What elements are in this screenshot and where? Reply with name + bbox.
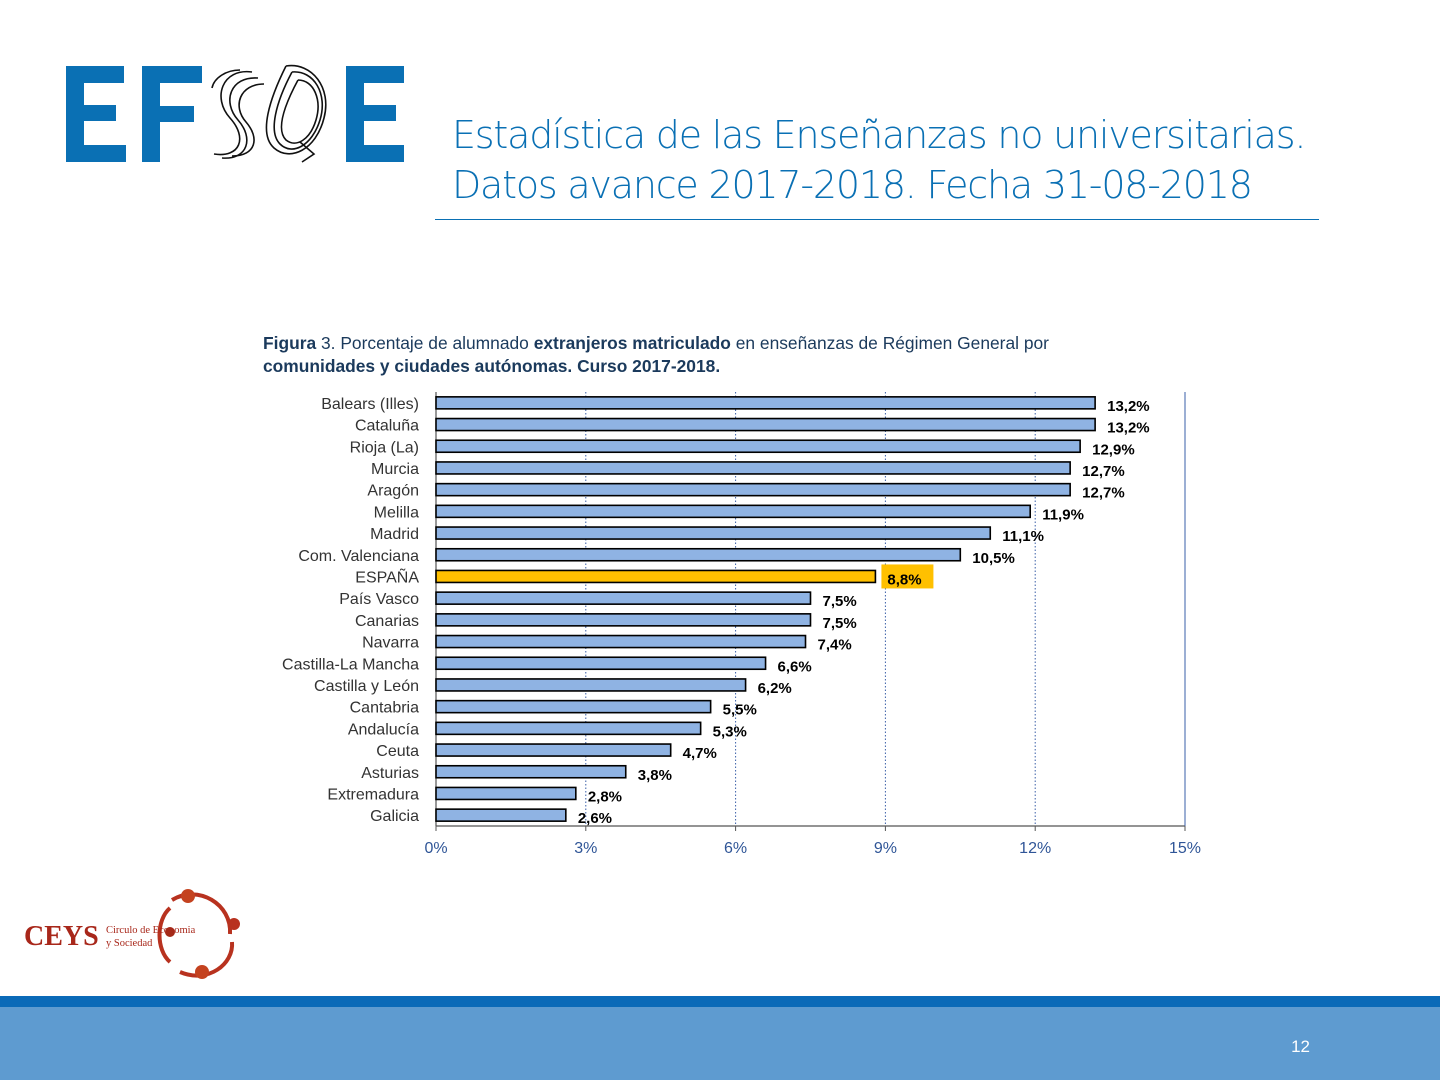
x-tick-label: 9% — [874, 840, 897, 857]
x-tick-label: 3% — [574, 840, 597, 857]
value-label: 11,1% — [1002, 528, 1044, 545]
bar — [435, 808, 567, 822]
highlight-value-box — [881, 564, 934, 589]
category-label: Rioja (La) — [350, 439, 419, 456]
category-label: Castilla-La Mancha — [282, 656, 419, 673]
value-label: 8,8% — [887, 571, 921, 588]
ceys-logo: CEYS Circulo de Economia y Sociedad — [24, 889, 240, 979]
value-label: 7,5% — [823, 615, 857, 632]
category-label: Castilla y León — [314, 678, 419, 695]
bar — [435, 547, 962, 562]
x-tick-label: 0% — [424, 840, 447, 857]
x-tick-label: 15% — [1169, 840, 1201, 857]
slide-title: Estadística de las Enseñanzas no univers… — [452, 110, 1392, 210]
value-label: 11,9% — [1042, 506, 1084, 523]
footer-band: 12 — [0, 996, 1440, 1080]
bar — [435, 634, 807, 649]
chart-caption-line-2: comunidades y ciudades autónomas. Curso … — [263, 356, 721, 376]
caption-part-b: extranjeros matriculado — [533, 333, 731, 353]
value-label: 6,2% — [758, 680, 792, 697]
value-label: 13,2% — [1107, 420, 1150, 437]
value-label: 7,5% — [823, 593, 857, 610]
category-label: Com. Valenciana — [298, 548, 419, 565]
value-label: 4,7% — [683, 745, 717, 762]
ceys-logo-line-1: Circulo de Economia — [106, 925, 196, 936]
value-label: 5,3% — [713, 723, 747, 740]
category-label: Aragón — [367, 483, 419, 500]
category-label: Ceuta — [376, 743, 419, 760]
bar — [435, 482, 1071, 497]
bar — [435, 764, 627, 779]
x-tick-label: 6% — [724, 840, 747, 857]
category-label: Andalucía — [348, 721, 419, 738]
bar — [435, 613, 812, 627]
bar — [435, 678, 747, 692]
bar — [435, 743, 672, 757]
slide-title-line-2: Datos avance 2017-2018. Fecha 31-08-2018 — [452, 163, 1253, 207]
bar — [435, 417, 1096, 432]
title-divider — [435, 219, 1319, 220]
category-label: País Vasco — [339, 591, 419, 608]
bar — [435, 461, 1071, 475]
category-label: Cantabria — [350, 700, 419, 717]
category-label: Melilla — [374, 504, 419, 521]
value-label: 6,6% — [778, 658, 812, 675]
bar — [435, 591, 812, 605]
footer-band-accent — [0, 996, 1440, 1007]
category-label: ESPAÑA — [355, 566, 419, 586]
category-label: Asturias — [361, 765, 419, 782]
value-label: 12,7% — [1082, 463, 1125, 480]
bar — [435, 526, 992, 540]
category-label: Murcia — [371, 461, 419, 478]
category-label: Cataluña — [355, 418, 419, 435]
category-label: Balears (Illes) — [321, 396, 419, 413]
ceys-logo-line-2: y Sociedad — [106, 938, 153, 949]
caption-part-c: en enseñanzas de Régimen General por — [735, 333, 1049, 353]
x-tick-label: 12% — [1019, 840, 1051, 857]
value-label: 2,6% — [578, 810, 612, 827]
bar-chart: 0% 3% 6% 9% 12% 15% Balears (Illes) 13,2% Catalu… — [282, 392, 1201, 857]
value-label: 12,9% — [1092, 441, 1135, 458]
bar — [435, 439, 1081, 454]
figure-label: Figura — [263, 333, 317, 353]
caption-part-a: 3. Porcentaje de alumnado — [320, 333, 529, 353]
value-label: 5,5% — [723, 702, 757, 719]
category-label: Extremadura — [327, 786, 419, 803]
slide-title-line-1: Estadística de las Enseñanzas no univers… — [452, 113, 1306, 157]
value-label: 7,4% — [818, 637, 852, 654]
ceys-logo-short: CEYS — [24, 921, 99, 952]
category-label: Galicia — [370, 808, 419, 825]
value-label: 13,2% — [1107, 398, 1150, 415]
value-label: 3,8% — [638, 767, 672, 784]
bar — [435, 699, 712, 714]
bar — [435, 786, 577, 801]
efoe-logo — [66, 64, 404, 163]
value-label: 12,7% — [1082, 485, 1125, 502]
category-label: Navarra — [362, 635, 419, 652]
bar — [435, 396, 1096, 410]
bar — [435, 504, 1032, 519]
value-label: 2,8% — [588, 788, 622, 805]
category-label: Canarias — [355, 613, 419, 630]
bar — [435, 569, 877, 584]
page-number: 12 — [1291, 1037, 1310, 1056]
value-label: 10,5% — [972, 550, 1015, 567]
bar — [435, 656, 767, 671]
category-label: Madrid — [370, 526, 419, 543]
chart-caption: Figura 3. Porcentaje de alumnado extranj… — [263, 332, 1243, 378]
bar — [435, 721, 702, 736]
chart-caption-line-1: Figura 3. Porcentaje de alumnado extranj… — [263, 332, 1243, 355]
